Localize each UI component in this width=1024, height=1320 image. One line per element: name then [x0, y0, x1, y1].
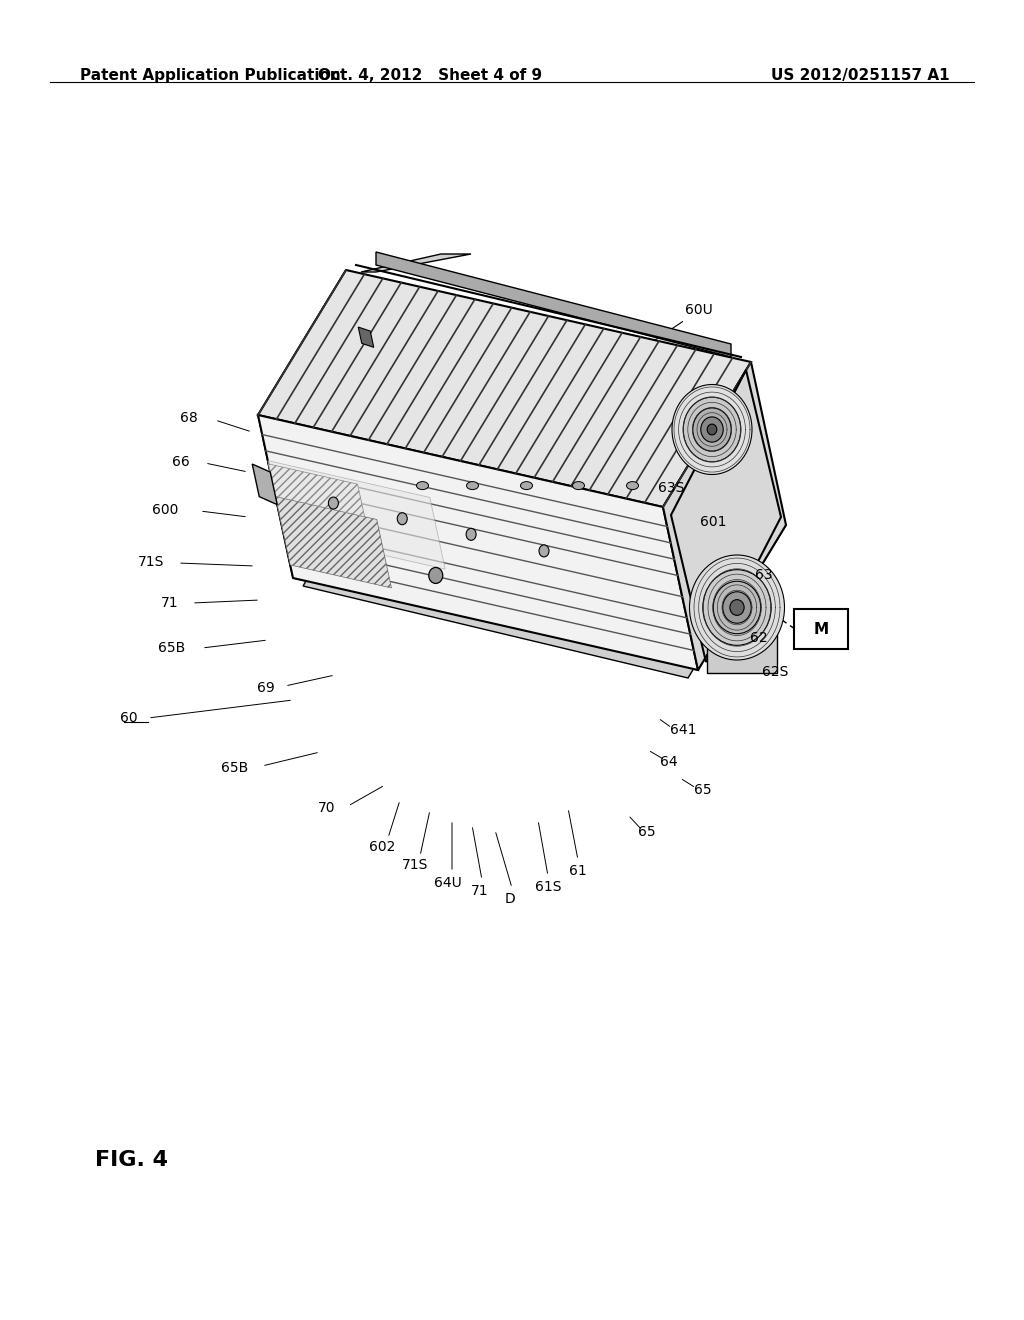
Ellipse shape	[693, 408, 731, 451]
Text: 62: 62	[750, 631, 768, 645]
Text: 601: 601	[700, 515, 726, 529]
Text: 71S: 71S	[401, 858, 428, 873]
Polygon shape	[303, 441, 776, 678]
Polygon shape	[252, 465, 278, 504]
Polygon shape	[707, 632, 777, 672]
Text: 71: 71	[471, 884, 488, 898]
Polygon shape	[293, 433, 786, 671]
Polygon shape	[376, 252, 731, 356]
Text: FIG. 4: FIG. 4	[95, 1150, 168, 1170]
Ellipse shape	[397, 512, 408, 525]
Text: 61: 61	[569, 865, 587, 878]
Text: US 2012/0251157 A1: US 2012/0251157 A1	[771, 69, 950, 83]
Ellipse shape	[429, 568, 442, 583]
Ellipse shape	[689, 554, 784, 660]
Ellipse shape	[466, 528, 476, 540]
Text: 63: 63	[755, 568, 773, 582]
Text: 68: 68	[180, 411, 198, 425]
Text: 600: 600	[152, 503, 178, 517]
Text: 60U: 60U	[685, 304, 713, 317]
Text: 70: 70	[317, 801, 335, 814]
Ellipse shape	[520, 482, 532, 490]
Text: 641: 641	[670, 723, 696, 737]
Ellipse shape	[714, 581, 761, 634]
Ellipse shape	[730, 599, 744, 615]
Ellipse shape	[672, 384, 752, 474]
Polygon shape	[258, 271, 381, 578]
Text: 64: 64	[660, 755, 678, 770]
Ellipse shape	[467, 482, 478, 490]
Text: D: D	[505, 892, 515, 906]
Text: 61S: 61S	[535, 880, 561, 894]
Text: M: M	[813, 622, 828, 636]
Text: 63S: 63S	[658, 480, 684, 495]
Polygon shape	[358, 327, 374, 347]
Text: 602: 602	[369, 840, 395, 854]
Ellipse shape	[539, 545, 549, 557]
Ellipse shape	[683, 397, 740, 462]
Ellipse shape	[708, 424, 717, 434]
Text: Patent Application Publication: Patent Application Publication	[80, 69, 341, 83]
Text: 71S: 71S	[137, 554, 164, 569]
Text: 60: 60	[121, 711, 138, 725]
Ellipse shape	[702, 570, 771, 645]
Polygon shape	[268, 463, 365, 516]
Text: 62S: 62S	[762, 665, 788, 678]
Polygon shape	[663, 362, 786, 671]
Text: 66: 66	[172, 455, 190, 469]
Polygon shape	[361, 253, 471, 272]
Ellipse shape	[417, 482, 428, 490]
Text: 65: 65	[694, 783, 712, 797]
Text: 65B: 65B	[221, 762, 248, 775]
Text: 65: 65	[638, 825, 655, 840]
Text: 69: 69	[257, 681, 275, 696]
Ellipse shape	[723, 591, 752, 623]
Polygon shape	[258, 414, 698, 671]
Ellipse shape	[572, 482, 585, 490]
Text: Oct. 4, 2012   Sheet 4 of 9: Oct. 4, 2012 Sheet 4 of 9	[317, 69, 542, 83]
Ellipse shape	[700, 417, 723, 442]
Ellipse shape	[329, 498, 338, 510]
Text: 71: 71	[161, 597, 178, 610]
Text: 65B: 65B	[158, 642, 185, 655]
Polygon shape	[275, 496, 391, 587]
Text: 64U: 64U	[434, 876, 462, 890]
FancyBboxPatch shape	[794, 609, 848, 649]
Ellipse shape	[627, 482, 639, 490]
Polygon shape	[258, 271, 751, 507]
Polygon shape	[268, 461, 445, 569]
